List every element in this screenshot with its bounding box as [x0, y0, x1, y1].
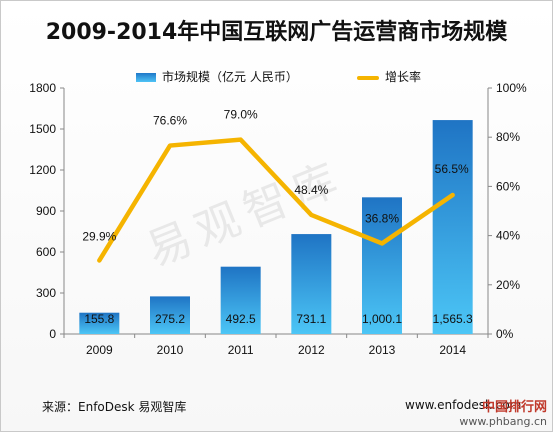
legend-bar-swatch	[136, 73, 156, 82]
chart-title: 2009-2014年中国互联网广告运营商市场规模	[45, 20, 508, 45]
bar	[220, 266, 261, 334]
badge-url: www.phbang.cn	[459, 415, 547, 428]
x-tick-label: 2012	[298, 343, 325, 357]
y2-tick-label: 100%	[496, 81, 527, 95]
legend-line-series: 增长率	[357, 68, 421, 85]
x-tick-label: 2009	[86, 343, 113, 357]
line-value-label: 48.4%	[294, 183, 328, 197]
legend-bar-label: 市场规模（亿元 人民币）	[162, 70, 298, 84]
x-tick-label: 2014	[439, 343, 466, 357]
y2-tick-label: 20%	[496, 278, 520, 292]
y2-tick-label: 80%	[496, 130, 520, 144]
y-tick-label: 0	[49, 327, 56, 341]
y-tick-label: 900	[36, 204, 56, 218]
y2-tick-label: 60%	[496, 179, 520, 193]
y-tick-label: 600	[36, 245, 56, 259]
legend-line-label: 增长率	[385, 70, 422, 84]
y2-tick-label: 0%	[496, 327, 514, 341]
source-note: 来源：EnfoDesk 易观智库	[42, 400, 187, 414]
bar-value-label: 155.8	[84, 312, 114, 326]
bar-value-label: 1,000.1	[362, 312, 402, 326]
x-tick-label: 2010	[157, 343, 184, 357]
bar	[291, 234, 332, 334]
line-value-label: 36.8%	[365, 211, 399, 225]
legend-bar-series: 市场规模（亿元 人民币）	[136, 68, 298, 85]
y-tick-label: 300	[36, 286, 56, 300]
bar-value-label: 492.5	[226, 312, 256, 326]
y2-tick-label: 40%	[496, 229, 520, 243]
line-value-label: 56.5%	[435, 162, 469, 176]
line-value-label: 79.0%	[224, 108, 258, 122]
bar-value-label: 275.2	[155, 312, 185, 326]
y-tick-label: 1200	[29, 163, 56, 177]
line-value-label: 29.9%	[82, 229, 116, 243]
growth-rate-line	[97, 137, 455, 263]
line-value-label: 76.6%	[153, 114, 187, 128]
bar	[79, 312, 120, 334]
site-badge: 中国排行网 www.phbang.cn	[459, 396, 547, 428]
bar	[362, 197, 402, 334]
x-tick-label: 2013	[369, 343, 396, 357]
bar-value-label: 731.1	[296, 312, 326, 326]
source-site: www.enfodesk.com	[405, 398, 522, 412]
bar	[150, 296, 190, 334]
y-tick-label: 1500	[29, 122, 56, 136]
badge-name: 中国排行网	[481, 400, 547, 415]
bar	[432, 120, 473, 334]
y-tick-label: 1800	[29, 81, 56, 95]
legend-line-swatch	[357, 75, 379, 80]
bar-value-label: 1,565.3	[433, 312, 473, 326]
x-tick-label: 2011	[228, 343, 254, 357]
